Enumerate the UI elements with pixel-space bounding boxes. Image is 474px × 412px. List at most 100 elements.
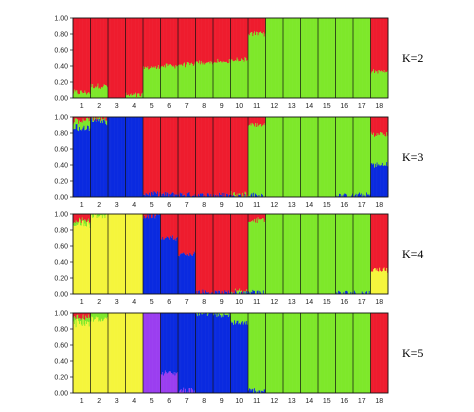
bar-segment (200, 214, 202, 294)
bar-segment (96, 119, 98, 197)
bar-segment (383, 165, 385, 197)
bar-segment (210, 214, 212, 294)
population-label: 12 (270, 103, 278, 110)
bar-segment (378, 164, 380, 197)
bar-segment (235, 18, 237, 61)
bar-segment (208, 313, 210, 393)
bar-segment (226, 291, 228, 294)
bar-segment (306, 313, 308, 393)
bar-segment (227, 214, 230, 291)
bar-segment (140, 214, 142, 294)
bar-segment (103, 214, 105, 216)
bar-segment (223, 62, 225, 98)
bar-segment (232, 18, 234, 61)
bar-segment (241, 321, 244, 393)
bar-segment (152, 194, 154, 197)
bar-segment (186, 391, 188, 393)
bar-segment (285, 313, 287, 393)
bar-segment (244, 191, 246, 195)
bar-segment (316, 214, 318, 294)
bar-segment (199, 195, 201, 197)
bar-segment (286, 313, 288, 393)
bar-segment (213, 313, 215, 316)
bar-segment (148, 214, 150, 219)
bar-segment (245, 117, 247, 193)
bar-segment (367, 117, 370, 195)
bar-segment (242, 117, 244, 197)
bar-segment (306, 214, 308, 294)
bar-segment (168, 214, 170, 239)
bar-segment (259, 18, 261, 33)
bar-segment (135, 18, 137, 93)
bar-segment (326, 117, 328, 197)
bar-segment (136, 313, 138, 393)
y-tick-label: 0.80 (54, 131, 68, 138)
bar-segment (196, 117, 198, 196)
bar-segment (152, 117, 154, 195)
bar-segment (233, 313, 235, 325)
bar-segment (116, 313, 118, 393)
bar-segment (379, 117, 381, 136)
bar-segment (134, 313, 136, 393)
bar-segment (175, 313, 177, 373)
bar-segment (178, 18, 181, 65)
bar-segment (375, 117, 377, 137)
bar-segment (367, 194, 369, 197)
bar-segment (341, 214, 343, 294)
bar-segment (287, 214, 289, 294)
bar-segment (313, 214, 315, 294)
bar-segment (314, 313, 316, 393)
bar-segment (91, 214, 93, 216)
population-label: 16 (340, 103, 348, 110)
bar-segment (164, 195, 166, 197)
bar-segment (155, 214, 157, 216)
bar-segment (184, 214, 186, 254)
bar-segment (76, 214, 78, 222)
bar-segment (104, 317, 106, 393)
bar-segment (323, 313, 325, 393)
bar-segment (189, 65, 191, 98)
bar-segment (79, 18, 81, 95)
bar-segment (176, 214, 178, 238)
bar-segment (172, 313, 174, 375)
bar-segment (312, 313, 314, 393)
bar-segment (337, 18, 339, 98)
bar-segment (106, 318, 108, 393)
bar-segment (73, 117, 76, 123)
bar-segment (209, 63, 211, 98)
bar-segment (138, 214, 140, 294)
bar-segment (193, 18, 195, 65)
bar-segment (186, 253, 188, 294)
bar-segment (164, 117, 166, 196)
bar-segment (259, 291, 261, 294)
bar-segment (227, 313, 229, 315)
bar-segment (386, 18, 388, 73)
bar-segment (201, 214, 203, 294)
bar-segment (324, 214, 326, 294)
bar-segment (79, 313, 81, 318)
bar-segment (188, 256, 190, 294)
bar-segment (220, 61, 223, 98)
bar-segment (96, 214, 98, 219)
bar-segment (163, 313, 165, 376)
bar-segment (237, 117, 239, 197)
bar-segment (80, 18, 83, 91)
bar-segment (248, 390, 250, 393)
bar-segment (165, 195, 167, 197)
bar-segment (98, 214, 100, 218)
bar-segment (367, 117, 369, 195)
bar-segment (220, 315, 222, 393)
bar-segment (279, 313, 281, 393)
bar-segment (213, 194, 215, 197)
bar-segment (126, 117, 128, 197)
bar-segment (195, 18, 197, 62)
bar-segment (316, 117, 318, 197)
bar-segment (218, 214, 220, 291)
bar-segment (332, 214, 334, 294)
bar-segment (228, 59, 230, 98)
population-label: 11 (253, 103, 260, 110)
bar-segment (182, 66, 184, 98)
bar-segment (348, 18, 350, 98)
bar-segment (273, 117, 275, 197)
bar-segment (241, 192, 244, 197)
